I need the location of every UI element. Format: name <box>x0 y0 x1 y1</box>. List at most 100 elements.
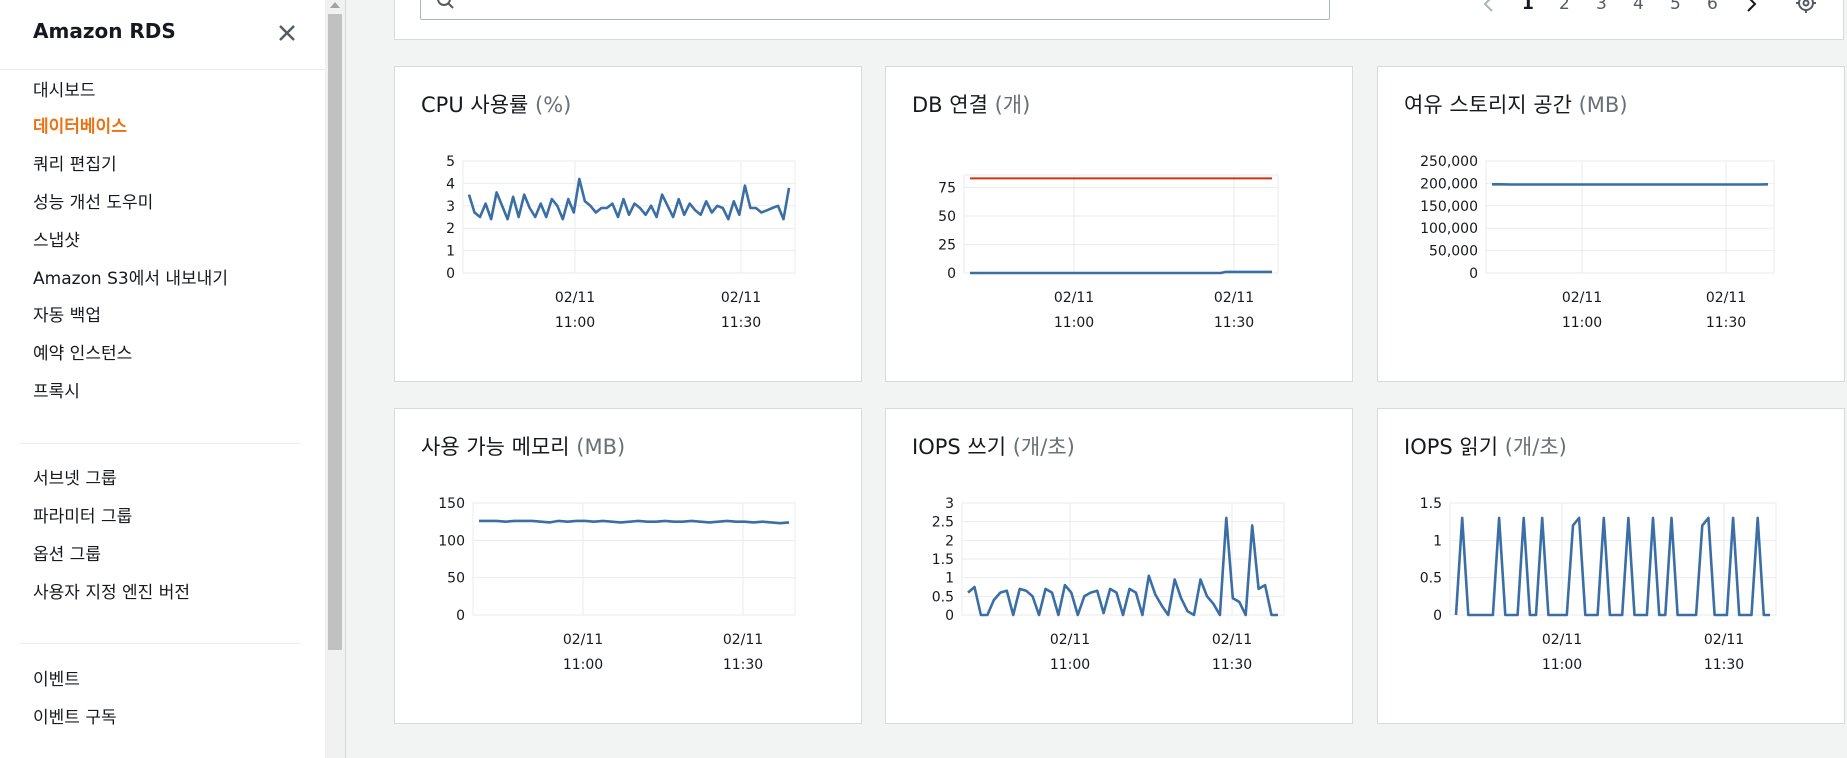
x-tick-date: 02/11 <box>1054 290 1094 306</box>
sidebar-item[interactable]: 이벤트 구독 <box>33 708 117 728</box>
y-tick-label: 0 <box>1433 608 1442 624</box>
sidebar-item[interactable]: 예약 인스턴스 <box>33 344 133 364</box>
page-number-2[interactable]: 2 <box>1559 0 1570 14</box>
y-tick-label: 100 <box>438 533 465 549</box>
metric-chart[interactable]: 150 100 50 0 02/11 11:00 02/11 11:30 <box>395 409 863 725</box>
metric-chart[interactable]: 1.5 1 0.5 0 02/11 11:00 02/11 11:30 <box>1378 409 1846 725</box>
y-tick-label: 2 <box>446 221 455 237</box>
plot-frame <box>472 502 796 616</box>
page-number-6[interactable]: 6 <box>1707 0 1718 14</box>
sidebar-item[interactable]: 서브넷 그룹 <box>33 469 117 489</box>
metric-unit: (개/초) <box>1504 435 1567 459</box>
sidebar-item[interactable]: 대시보드 <box>33 81 96 101</box>
metric-unit: (MB) <box>576 435 626 459</box>
x-tick-date: 02/11 <box>563 632 603 648</box>
y-tick-label: 0 <box>945 608 954 624</box>
y-tick-label: 1.5 <box>1420 496 1442 512</box>
sidebar-group-divider <box>20 643 300 644</box>
plot-frame <box>462 160 796 274</box>
sidebar-item[interactable]: 프록시 <box>33 382 80 402</box>
x-tick-date: 02/11 <box>1050 632 1090 648</box>
sidebar-scrollbar[interactable] <box>325 0 345 758</box>
sidebar-item[interactable]: 이벤트 <box>33 670 80 690</box>
metric-unit: (%) <box>535 93 572 117</box>
x-tick-time: 11:00 <box>1562 315 1602 331</box>
y-tick-label: 1.5 <box>932 552 954 568</box>
metric-chart[interactable]: 3 2.5 2 1.5 1 0.5 0 02/11 11:00 02/11 11:30 <box>886 409 1354 725</box>
y-tick-label: 200,000 <box>1420 176 1478 192</box>
page-number-5[interactable]: 5 <box>1670 0 1681 14</box>
y-tick-label: 0 <box>446 266 455 282</box>
y-tick-label: 100,000 <box>1420 221 1478 237</box>
y-tick-label: 150,000 <box>1420 199 1478 215</box>
sidebar-item[interactable]: Amazon S3에서 내보내기 <box>33 269 228 289</box>
metric-card: CPU 사용률 (%) 5 4 3 2 1 0 02/11 11:00 02/11 11:30 <box>394 66 862 382</box>
sidebar-item[interactable]: 파라미터 그룹 <box>33 507 133 527</box>
metric-name: IOPS 읽기 <box>1404 435 1499 459</box>
x-tick-time: 11:00 <box>1054 315 1094 331</box>
y-tick-label: 3 <box>945 496 954 512</box>
y-tick-label: 0 <box>456 608 465 624</box>
sidebar-item[interactable]: 사용자 지정 엔진 버전 <box>33 583 190 603</box>
series-line <box>479 519 790 525</box>
x-tick-time: 11:30 <box>721 315 761 331</box>
metric-card: IOPS 쓰기 (개/초) 3 2.5 2 1.5 1 0.5 0 02/11 11:00 02/1… <box>885 408 1353 724</box>
plot-frame <box>1485 160 1775 274</box>
search-input[interactable] <box>457 0 1321 19</box>
y-tick-label: 1 <box>945 571 954 587</box>
x-tick-time: 11:00 <box>555 315 595 331</box>
metric-unit: (개/초) <box>1012 435 1075 459</box>
close-icon[interactable] <box>274 20 300 46</box>
y-tick-label: 75 <box>938 181 956 197</box>
series-line <box>967 516 1278 617</box>
series-line <box>467 177 791 221</box>
x-tick-time: 11:30 <box>723 657 763 673</box>
card-title: 여유 스토리지 공간 (MB) <box>1404 89 1628 119</box>
y-tick-label: 2.5 <box>932 515 954 531</box>
sidebar-item[interactable]: 쿼리 편집기 <box>33 155 117 175</box>
main-divider <box>345 0 346 758</box>
y-tick-label: 0 <box>947 266 956 282</box>
x-tick-date: 02/11 <box>1212 632 1252 648</box>
metric-card: DB 연결 (개) 75 50 25 0 02/11 11:00 02/11 11:30 <box>885 66 1353 382</box>
y-tick-label: 150 <box>438 496 465 512</box>
search-icon <box>437 0 454 9</box>
page-number-4[interactable]: 4 <box>1633 0 1644 14</box>
page-number-3[interactable]: 3 <box>1596 0 1607 14</box>
card-title: IOPS 쓰기 (개/초) <box>912 431 1075 461</box>
metric-chart[interactable]: 75 50 25 0 02/11 11:00 02/11 11:30 <box>886 67 1354 383</box>
card-title: 사용 가능 메모리 (MB) <box>421 431 625 461</box>
metric-name: 사용 가능 메모리 <box>421 435 570 459</box>
gear-icon[interactable] <box>1795 0 1817 14</box>
metric-card: 여유 스토리지 공간 (MB) 250,000 200,000 150,000 100,… <box>1377 66 1845 382</box>
chevron-left-icon[interactable] <box>1479 0 1499 14</box>
page-number-1[interactable]: 1 <box>1522 0 1534 14</box>
y-tick-label: 3 <box>446 199 455 215</box>
y-tick-label: 0.5 <box>932 589 954 605</box>
metric-chart[interactable]: 250,000 200,000 150,000 100,000 50,000 0 02/11… <box>1378 67 1846 383</box>
sidebar-item[interactable]: 스냅샷 <box>33 231 80 251</box>
sidebar-item[interactable]: 성능 개선 도우미 <box>33 193 154 213</box>
x-tick-time: 11:00 <box>1050 657 1090 673</box>
y-tick-label: 250,000 <box>1420 154 1478 170</box>
card-title: CPU 사용률 (%) <box>421 89 571 119</box>
scroll-up-icon[interactable] <box>330 2 340 8</box>
x-tick-date: 02/11 <box>1706 290 1746 306</box>
sidebar-item[interactable]: 데이터베이스 <box>33 117 127 137</box>
sidebar-group-divider <box>20 443 300 444</box>
card-title: DB 연결 (개) <box>912 89 1030 119</box>
series-line <box>1454 516 1770 617</box>
plot-frame <box>963 174 1279 274</box>
metric-unit: (MB) <box>1578 93 1628 117</box>
metric-chart[interactable]: 5 4 3 2 1 0 02/11 11:00 02/11 11:30 <box>395 67 863 383</box>
x-tick-time: 11:00 <box>563 657 603 673</box>
chevron-right-icon[interactable] <box>1741 0 1761 14</box>
sidebar-item[interactable]: 자동 백업 <box>33 306 101 326</box>
y-tick-label: 0.5 <box>1420 571 1442 587</box>
search-box <box>420 0 1330 20</box>
x-tick-date: 02/11 <box>555 290 595 306</box>
metrics-toolbar: 1 2 3 4 5 6 <box>394 0 1844 40</box>
x-tick-time: 11:30 <box>1214 315 1254 331</box>
sidebar-item[interactable]: 옵션 그룹 <box>33 545 101 565</box>
scrollbar-thumb[interactable] <box>328 14 342 650</box>
